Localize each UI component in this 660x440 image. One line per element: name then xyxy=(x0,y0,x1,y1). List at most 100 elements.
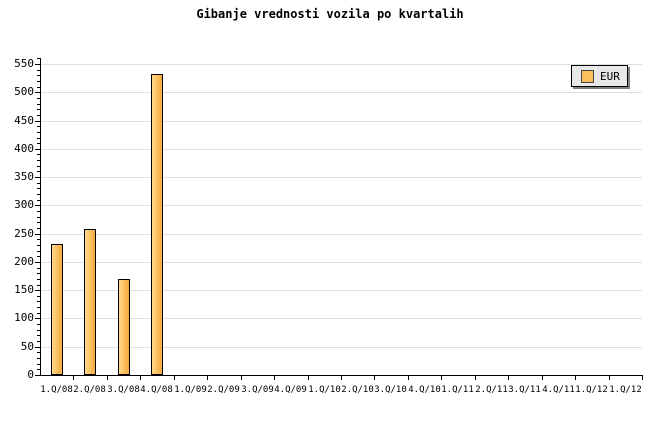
y-tick-label: 300 xyxy=(14,198,34,211)
y-minor-tick xyxy=(37,313,40,314)
x-tick-label: 3.Q/08 xyxy=(107,385,140,395)
y-minor-tick xyxy=(37,301,40,302)
y-minor-tick xyxy=(37,98,40,99)
y-major-tick xyxy=(35,205,40,206)
legend: EUR xyxy=(571,65,628,87)
y-gridline xyxy=(41,318,642,319)
bar xyxy=(84,229,96,375)
y-gridline xyxy=(41,149,642,150)
x-tick-label: 2.Q/09 xyxy=(207,385,240,395)
y-minor-tick xyxy=(37,369,40,370)
y-minor-tick xyxy=(37,109,40,110)
x-tick-label: 4.Q/11 xyxy=(542,385,575,395)
bar xyxy=(151,74,163,375)
y-minor-tick xyxy=(37,138,40,139)
y-gridline xyxy=(41,64,642,65)
y-minor-tick xyxy=(37,352,40,353)
x-tick xyxy=(341,376,342,380)
y-minor-tick xyxy=(37,341,40,342)
legend-label: EUR xyxy=(600,69,620,83)
x-tick-label: 1.Q/10 xyxy=(308,385,341,395)
x-tick-label: 1.Q/12 xyxy=(609,385,642,395)
y-tick-label: 250 xyxy=(14,227,34,240)
y-minor-tick xyxy=(37,256,40,257)
y-tick-label: 50 xyxy=(20,340,34,353)
y-minor-tick xyxy=(37,330,40,331)
x-tick-label: 1.Q/11 xyxy=(441,385,474,395)
y-tick-label: 0 xyxy=(27,368,34,381)
x-tick-label: 3.Q/11 xyxy=(508,385,541,395)
y-minor-tick xyxy=(37,81,40,82)
y-tick-label: 150 xyxy=(14,283,34,296)
x-tick xyxy=(609,376,610,380)
y-minor-tick xyxy=(37,307,40,308)
x-tick xyxy=(508,376,509,380)
y-major-tick xyxy=(35,347,40,348)
x-tick-label: 1.Q/09 xyxy=(174,385,207,395)
bar xyxy=(51,244,63,375)
y-minor-tick xyxy=(37,104,40,105)
y-minor-tick xyxy=(37,171,40,172)
x-tick-label: 4.Q/09 xyxy=(274,385,307,395)
x-tick-label: 1.Q/12 xyxy=(575,385,608,395)
y-minor-tick xyxy=(37,222,40,223)
y-minor-tick xyxy=(37,183,40,184)
y-minor-tick xyxy=(37,87,40,88)
x-tick-label: 3.Q/09 xyxy=(241,385,274,395)
bar xyxy=(118,279,130,375)
y-minor-tick xyxy=(37,188,40,189)
chart-title: Gibanje vrednosti vozila po kvartalih xyxy=(196,7,464,21)
y-axis-line xyxy=(40,58,41,376)
x-tick-label: 2.Q/08 xyxy=(73,385,106,395)
x-axis-line xyxy=(40,375,643,376)
x-tick-label: 1.Q/08 xyxy=(40,385,73,395)
y-major-tick xyxy=(35,262,40,263)
y-gridline xyxy=(41,121,642,122)
x-tick-label: 2.Q/10 xyxy=(341,385,374,395)
y-minor-tick xyxy=(37,166,40,167)
y-major-tick xyxy=(35,92,40,93)
y-minor-tick xyxy=(37,364,40,365)
y-minor-tick xyxy=(37,211,40,212)
y-minor-tick xyxy=(37,132,40,133)
y-minor-tick xyxy=(37,154,40,155)
y-major-tick xyxy=(35,177,40,178)
x-tick-label: 4.Q/08 xyxy=(140,385,173,395)
y-minor-tick xyxy=(37,160,40,161)
y-minor-tick xyxy=(37,200,40,201)
y-minor-tick xyxy=(37,115,40,116)
y-minor-tick xyxy=(37,228,40,229)
x-tick xyxy=(140,376,141,380)
y-minor-tick xyxy=(37,239,40,240)
x-tick xyxy=(441,376,442,380)
y-gridline xyxy=(41,234,642,235)
y-minor-tick xyxy=(37,324,40,325)
x-tick xyxy=(73,376,74,380)
x-tick xyxy=(475,376,476,380)
y-minor-tick xyxy=(37,296,40,297)
x-tick xyxy=(542,376,543,380)
x-tick xyxy=(408,376,409,380)
y-gridline xyxy=(41,347,642,348)
y-gridline xyxy=(41,92,642,93)
y-minor-tick xyxy=(37,245,40,246)
y-tick-label: 350 xyxy=(14,170,34,183)
y-tick-label: 100 xyxy=(14,311,34,324)
x-tick xyxy=(642,376,643,380)
y-minor-tick xyxy=(37,217,40,218)
y-minor-tick xyxy=(37,194,40,195)
x-tick-label: 4.Q/10 xyxy=(408,385,441,395)
y-tick-label: 500 xyxy=(14,85,34,98)
x-tick xyxy=(107,376,108,380)
y-major-tick xyxy=(35,64,40,65)
x-tick-label: 3.Q/10 xyxy=(374,385,407,395)
y-gridline xyxy=(41,205,642,206)
y-tick-label: 450 xyxy=(14,114,34,127)
y-minor-tick xyxy=(37,70,40,71)
y-gridline xyxy=(41,290,642,291)
y-major-tick xyxy=(35,149,40,150)
y-major-tick xyxy=(35,121,40,122)
x-tick-label: 2.Q/11 xyxy=(475,385,508,395)
